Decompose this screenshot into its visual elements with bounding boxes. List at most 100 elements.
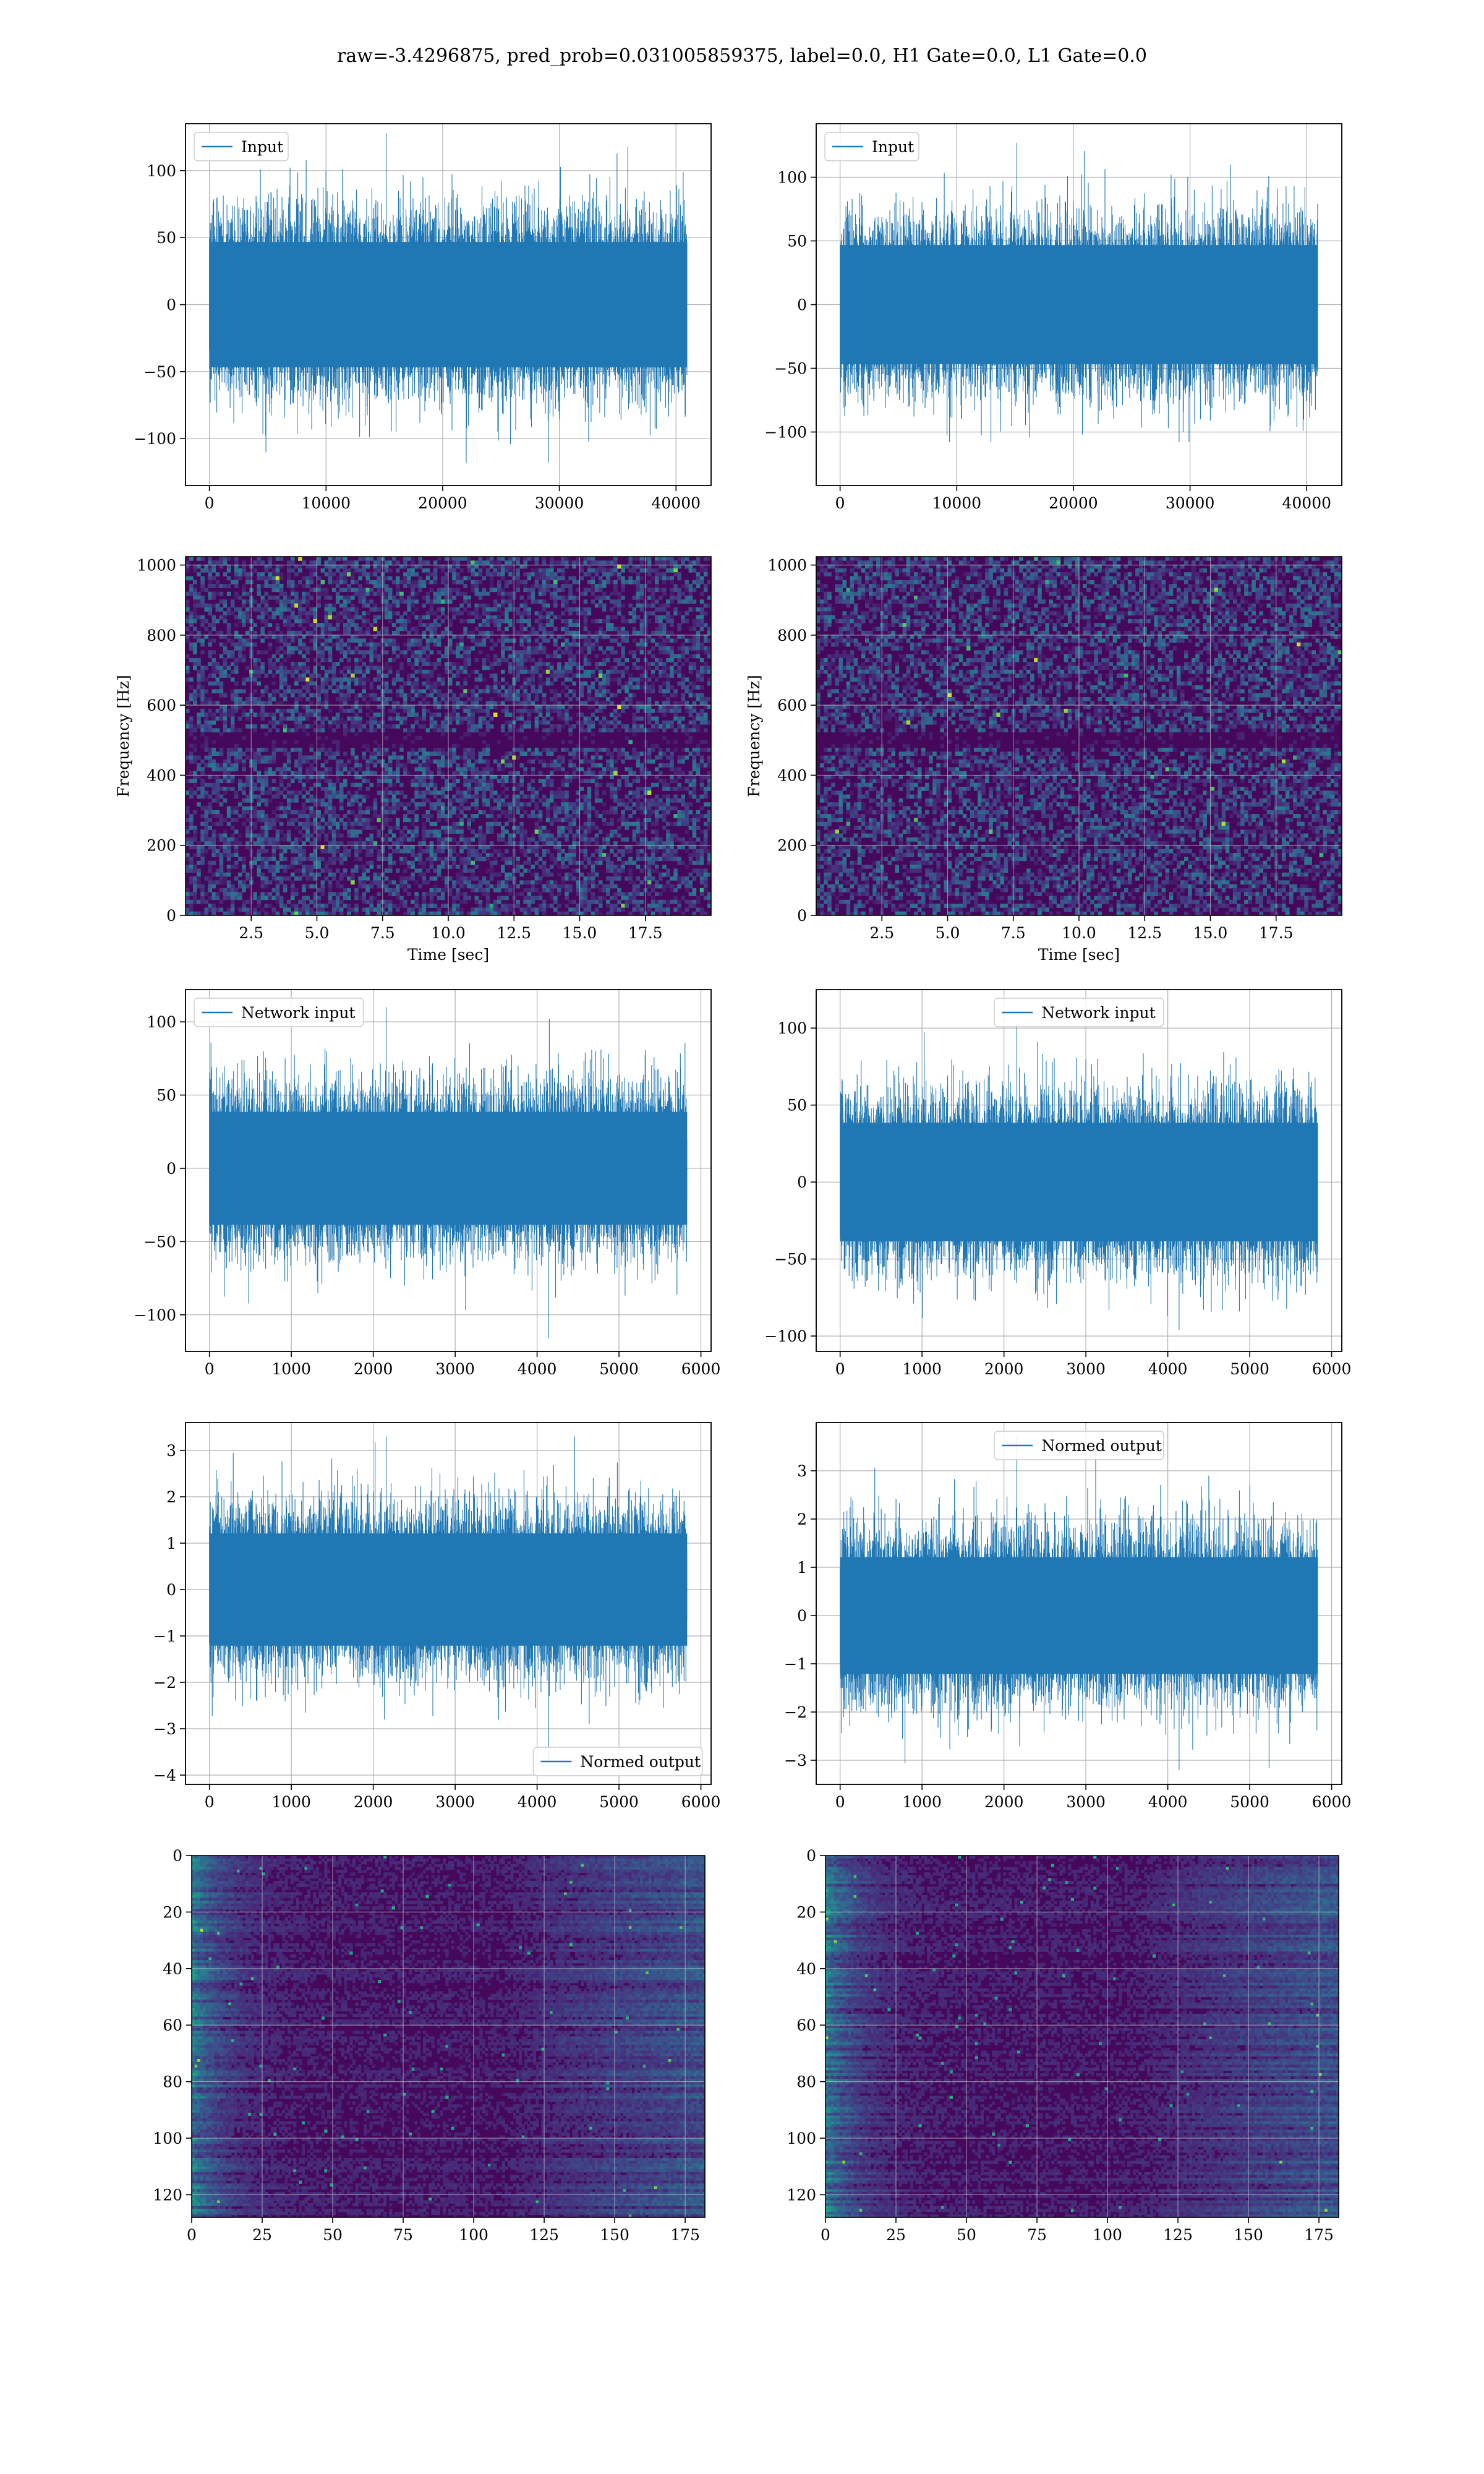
heatmap-cell	[591, 560, 595, 565]
heatmap-cell	[640, 674, 644, 678]
heatmap-cell	[377, 713, 382, 717]
heatmap-cell	[655, 627, 659, 631]
heatmap-cell	[621, 584, 625, 588]
heatmap-cell	[291, 604, 295, 608]
heatmap-cell	[268, 701, 273, 705]
heatmap-cell	[651, 662, 655, 666]
heatmap-cell	[606, 697, 610, 701]
heatmap-cell	[486, 572, 490, 576]
heatmap-cell	[565, 721, 569, 725]
heatmap-cell	[362, 568, 366, 573]
heatmap-cell	[328, 572, 333, 576]
heatmap-cell	[448, 670, 453, 674]
heatmap-cell	[339, 670, 344, 674]
heatmap-cell	[640, 643, 644, 647]
heatmap-cell	[208, 701, 212, 705]
heatmap-cell	[467, 631, 471, 635]
heatmap-cell	[407, 662, 411, 666]
heatmap-cell	[659, 631, 663, 635]
heatmap-cell	[659, 670, 663, 674]
heatmap-cell	[414, 717, 419, 721]
heatmap-cell	[535, 638, 539, 643]
heatmap-cell	[673, 709, 678, 713]
heatmap-cell	[437, 643, 441, 647]
heatmap-cell	[546, 619, 550, 623]
heatmap-cell	[426, 677, 430, 682]
heatmap-cell	[291, 717, 295, 721]
heatmap-cell	[234, 631, 239, 635]
heatmap-cell	[396, 568, 400, 573]
heatmap-cell	[497, 623, 501, 627]
heatmap-cell	[647, 588, 652, 592]
heatmap-cell	[655, 662, 659, 666]
heatmap-cell	[441, 724, 445, 729]
heatmap-cell	[234, 580, 239, 584]
heatmap-cell	[365, 643, 370, 647]
heatmap-cell	[456, 588, 460, 592]
heatmap-cell	[370, 693, 374, 698]
heatmap-cell	[422, 682, 427, 686]
heatmap-cell	[227, 674, 231, 678]
heatmap-cell	[418, 623, 422, 627]
heatmap-cell	[385, 638, 389, 643]
heatmap-cell	[456, 643, 460, 647]
heatmap-cell	[553, 701, 558, 705]
heatmap-cell	[531, 631, 535, 635]
heatmap-cell	[223, 721, 228, 725]
heatmap-cell	[610, 701, 614, 705]
heatmap-cell	[490, 576, 494, 581]
heatmap-cell	[561, 709, 565, 713]
heatmap-cell	[599, 576, 603, 581]
heatmap-cell	[479, 674, 483, 678]
heatmap-cell	[452, 717, 456, 721]
heatmap-cell	[193, 588, 197, 592]
heatmap-cell	[662, 560, 667, 565]
heatmap-cell	[430, 638, 434, 643]
heatmap-cell	[309, 682, 313, 686]
heatmap-cell	[407, 643, 411, 647]
heatmap-cell	[463, 709, 467, 713]
heatmap-cell	[223, 658, 228, 662]
heatmap-cell	[396, 713, 400, 717]
heatmap-cell	[309, 674, 313, 678]
heatmap-cell	[666, 615, 670, 620]
heatmap-cell	[437, 599, 441, 604]
heatmap-cell	[200, 685, 205, 690]
heatmap-cell	[535, 693, 539, 698]
heatmap-cell	[362, 670, 366, 674]
heatmap-cell	[377, 607, 382, 612]
heatmap-cell	[279, 701, 284, 705]
heatmap-cell	[339, 604, 344, 608]
heatmap-cell	[411, 611, 415, 615]
heatmap-cell	[193, 693, 197, 698]
heatmap-cell	[343, 560, 348, 565]
heatmap-cell	[200, 670, 205, 674]
heatmap-cell	[448, 682, 453, 686]
heatmap-cell	[673, 670, 678, 674]
heatmap-cell	[621, 631, 625, 635]
heatmap-cell	[640, 685, 644, 690]
heatmap-cell	[613, 709, 618, 713]
heatmap-cell	[328, 666, 333, 670]
heatmap-cell	[279, 721, 284, 725]
heatmap-cell	[527, 607, 532, 612]
heatmap-cell	[553, 584, 558, 588]
heatmap-cell	[200, 584, 205, 588]
heatmap-cell	[542, 572, 547, 576]
heatmap-cell	[662, 701, 667, 705]
heatmap-cell	[223, 584, 228, 588]
heatmap-cell	[208, 584, 212, 588]
heatmap-cell	[527, 623, 532, 627]
heatmap-cell	[422, 560, 427, 565]
heatmap-cell	[347, 599, 351, 604]
heatmap-cell	[689, 709, 693, 713]
heatmap-cell	[681, 693, 685, 698]
heatmap-cell	[189, 592, 194, 596]
heatmap-cell	[501, 596, 505, 600]
heatmap-cell	[245, 599, 250, 604]
heatmap-cell	[291, 584, 295, 588]
heatmap-cell	[370, 682, 374, 686]
heatmap-cell	[497, 627, 501, 631]
heatmap-cell	[325, 631, 329, 635]
heatmap-cell	[568, 596, 573, 600]
